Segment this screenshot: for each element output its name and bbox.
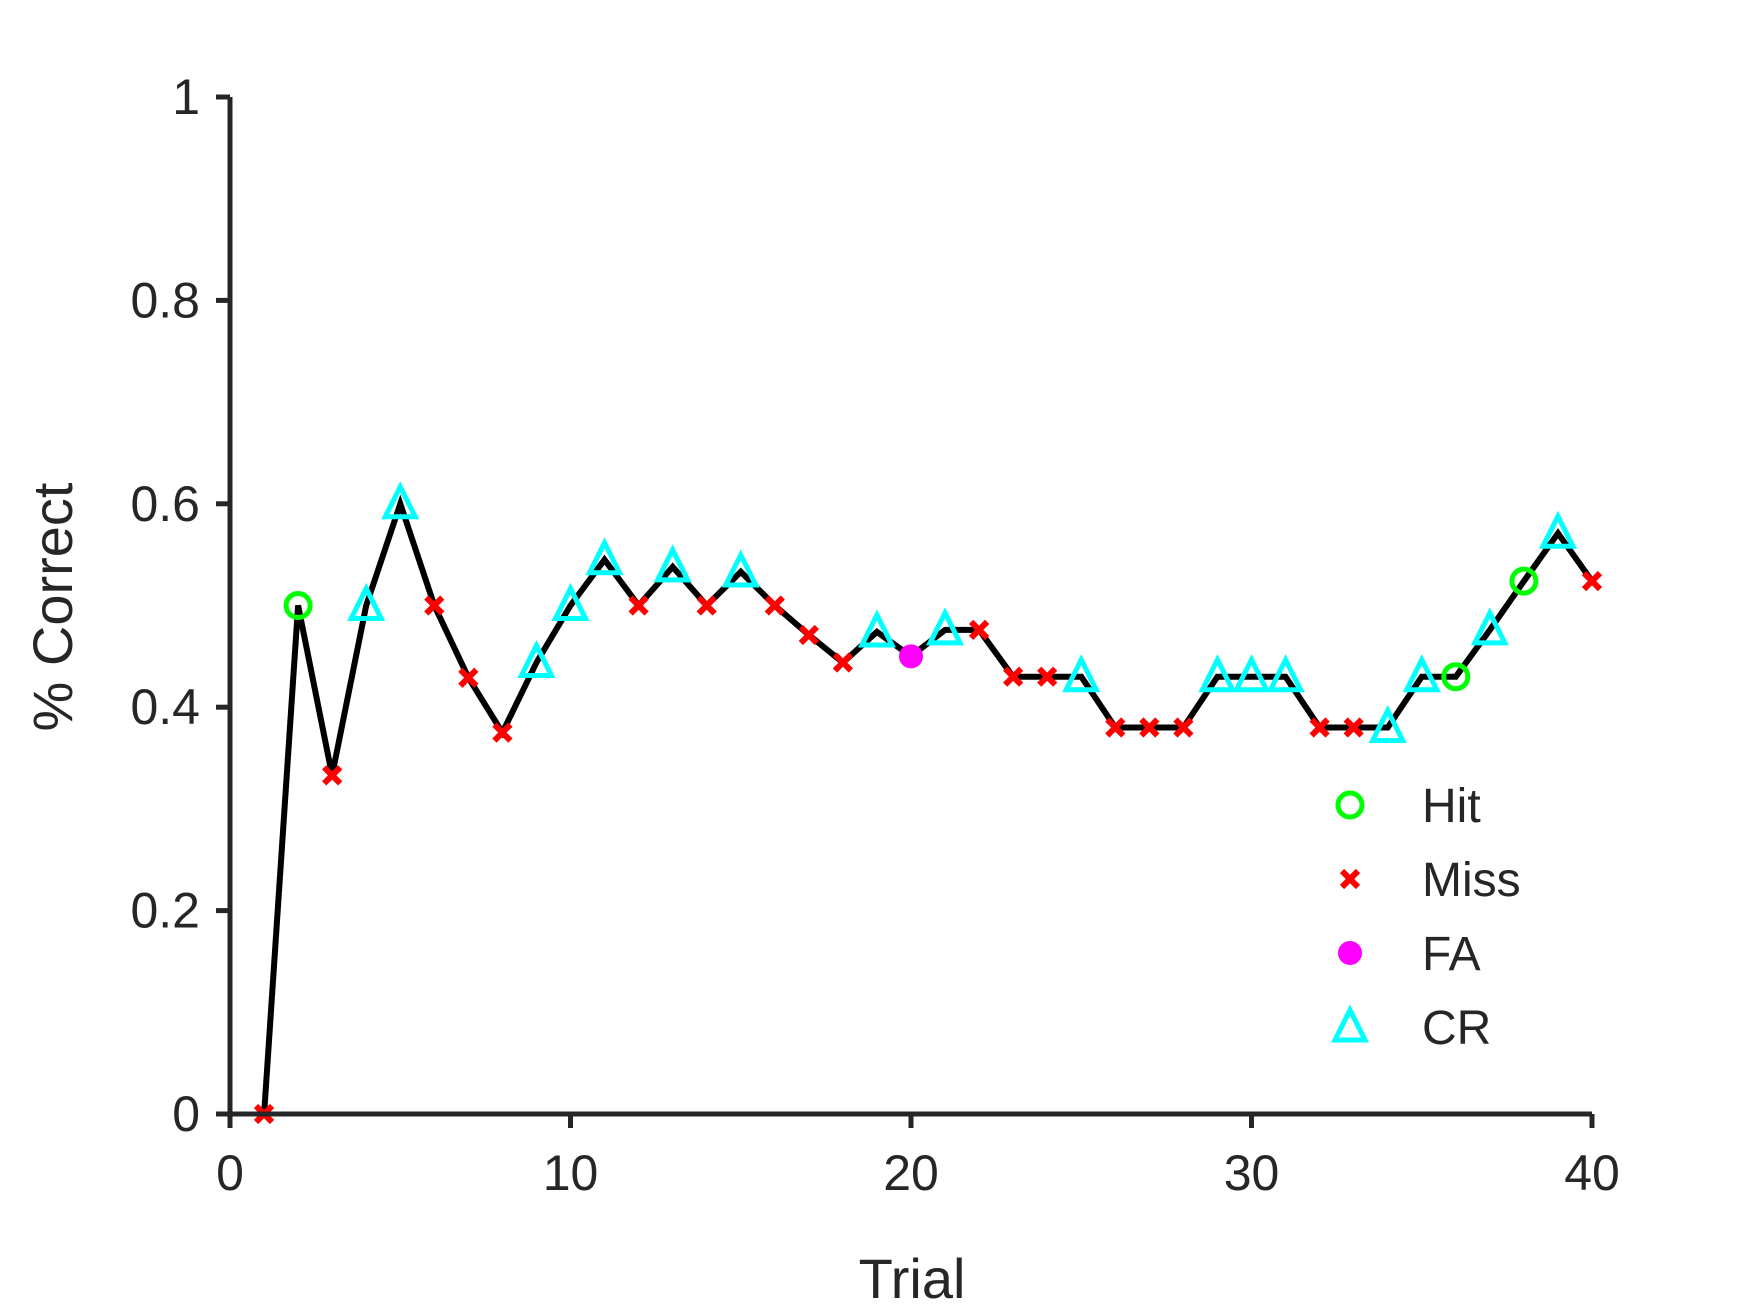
data-point-trial-20-fa (899, 644, 923, 669)
legend-marker-hit (1335, 790, 1365, 820)
data-line-layer (261, 494, 1595, 1115)
legend-marker-fa (1338, 941, 1362, 965)
data-point-trial-10-cr (551, 582, 590, 621)
data-point-trial-11-cr (585, 537, 624, 576)
x-tick-label: 30 (1224, 1145, 1280, 1201)
data-point-trial-30-cr (1232, 654, 1271, 693)
data-point-trial-2-hit (283, 591, 313, 620)
data-point-trial-14-miss (696, 595, 717, 616)
data-point-trial-13-cr (653, 544, 692, 583)
data-point-trial-16-miss (764, 595, 785, 616)
data-point-trial-23-miss (1003, 666, 1024, 687)
tick-labels: 00.20.40.60.810 10 20 30 40 (130, 69, 1619, 1201)
data-point-trial-40-miss (1581, 570, 1603, 592)
data-point-trial-4-cr (347, 582, 386, 621)
data-point-trial-28-miss (1173, 717, 1194, 738)
data-point-trial-27-miss (1139, 717, 1160, 738)
legend-label-fa: FA (1422, 928, 1481, 981)
data-point-trial-39-cr (1538, 510, 1577, 549)
performance-line (261, 494, 1595, 1115)
data-point-trial-5-cr (381, 481, 420, 520)
data-point-trial-31-cr (1266, 654, 1305, 693)
data-point-trial-17-miss (798, 624, 819, 646)
x-tick-label: 10 (543, 1145, 599, 1201)
y-tick-label: 0 (172, 1086, 200, 1142)
data-point-trial-7-miss (458, 667, 479, 688)
axes (216, 94, 1595, 1128)
x-tick-label: 0 (216, 1145, 244, 1201)
data-point-trial-22-miss (968, 619, 990, 641)
legend-label-miss: Miss (1422, 854, 1521, 907)
data-point-trial-35-cr (1402, 654, 1441, 693)
data-point-trial-24-miss (1037, 666, 1058, 687)
legend-label-cr: CR (1422, 1002, 1491, 1055)
x-tick-label: 40 (1564, 1145, 1620, 1201)
data-point-trial-3-miss (322, 765, 343, 786)
data-point-trial-15-cr (721, 549, 760, 588)
data-point-trial-32-miss (1309, 717, 1330, 738)
legend-label-hit: Hit (1422, 780, 1481, 833)
y-tick-label: 0.4 (130, 679, 200, 735)
data-point-trial-12-miss (628, 595, 649, 616)
y-tick-label: 0.2 (130, 883, 200, 939)
legend-marker-cr (1330, 1004, 1370, 1043)
x-axis-label: Trial (859, 1247, 966, 1310)
data-point-trial-18-miss (832, 652, 854, 673)
data-point-trial-25-cr (1062, 654, 1101, 693)
data-point-trial-36-hit (1441, 662, 1471, 692)
y-axis-label: % Correct (21, 482, 84, 731)
y-tick-label: 0.8 (130, 272, 200, 328)
data-point-trial-9-cr (517, 639, 556, 678)
legend: Hit Miss FA CR (1330, 780, 1521, 1055)
marker-layer (253, 481, 1603, 1125)
data-point-trial-34-cr (1368, 704, 1407, 744)
y-tick-label: 1 (172, 69, 200, 125)
data-point-trial-19-cr (857, 609, 896, 648)
data-point-trial-8-miss (492, 722, 513, 743)
data-point-trial-29-cr (1198, 654, 1237, 693)
data-point-trial-37-cr (1470, 607, 1509, 646)
y-tick-label: 0.6 (130, 476, 200, 532)
data-point-trial-26-miss (1105, 717, 1126, 738)
data-point-trial-21-cr (926, 607, 965, 646)
x-tick-label: 20 (883, 1145, 939, 1201)
data-point-trial-33-miss (1343, 717, 1364, 738)
data-point-trial-6-miss (424, 595, 445, 616)
legend-marker-miss (1339, 868, 1361, 890)
data-point-trial-38-hit (1509, 566, 1539, 596)
